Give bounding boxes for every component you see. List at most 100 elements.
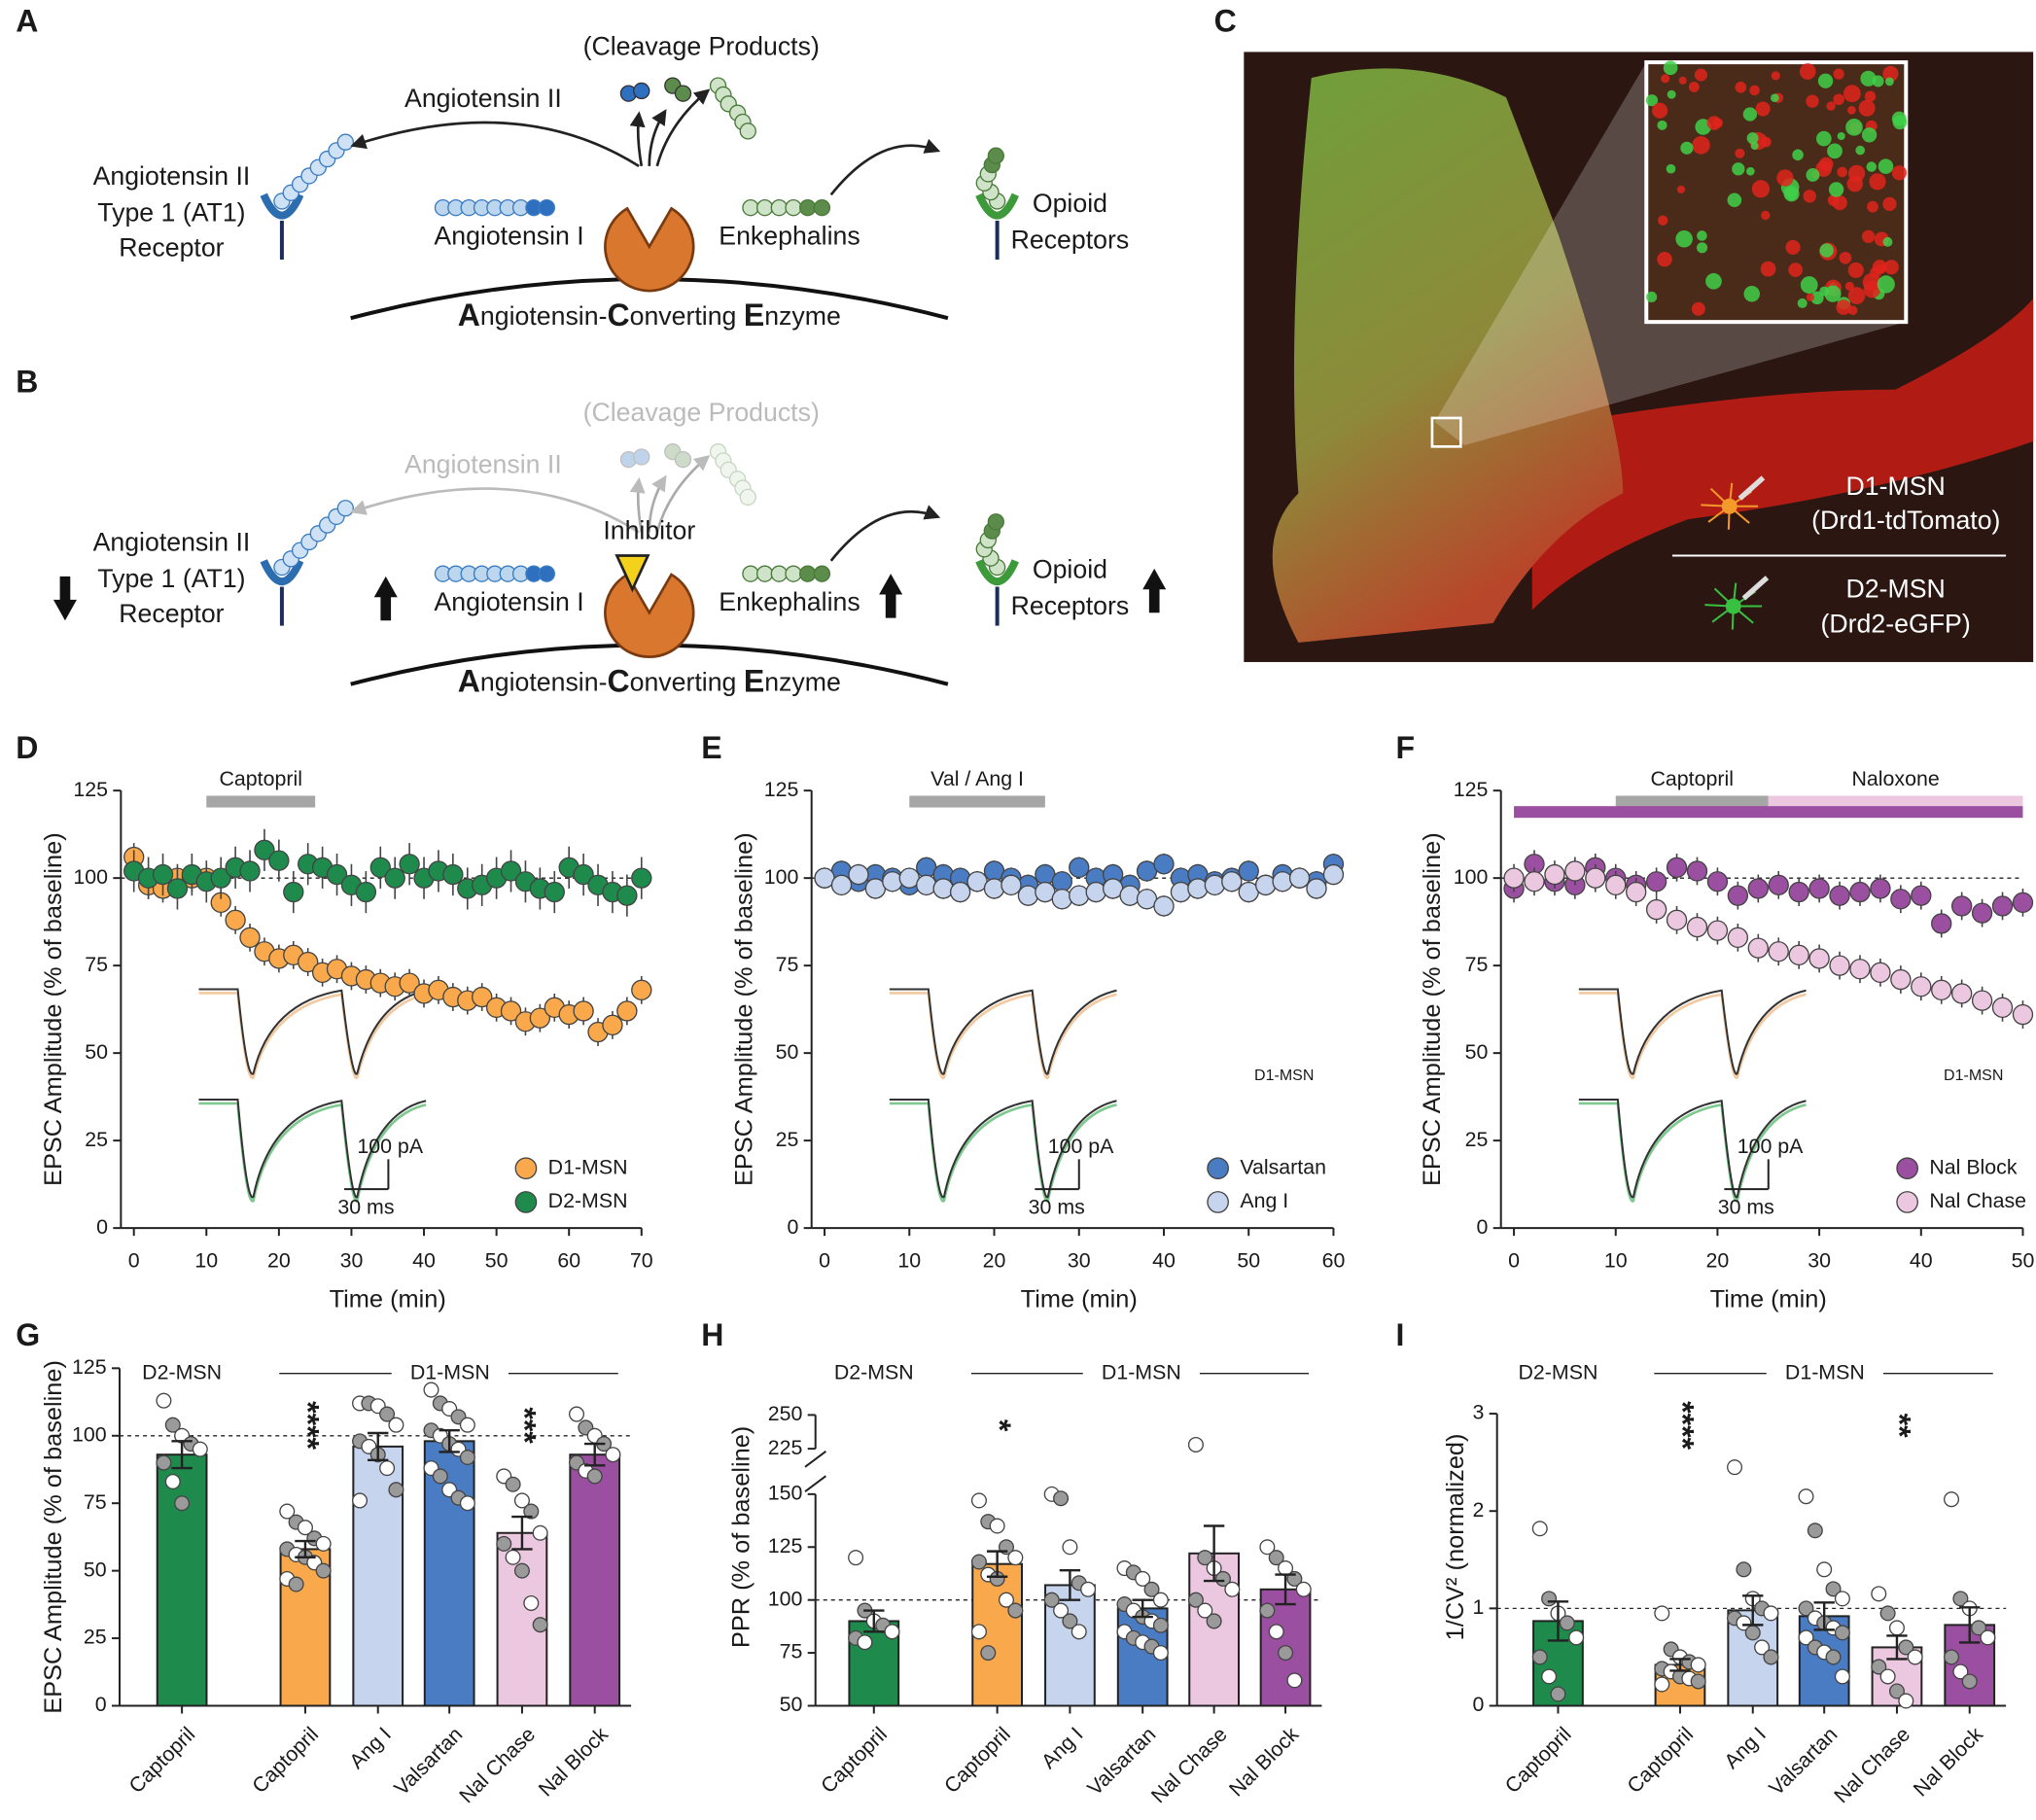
data-point [399,972,420,994]
data-point [616,1000,638,1022]
cell [1847,262,1864,278]
cell [1817,73,1834,88]
cell [1792,149,1804,161]
y-tick-label: 50 [780,1693,803,1716]
cell [1882,65,1899,82]
x-tick-label: Captopril [1623,1723,1698,1798]
x-tick-label: 0 [819,1248,830,1272]
treatment-bar [1615,795,1769,808]
data-point [1971,902,1993,924]
treatment-label: Naloxone [1851,767,1939,790]
diagram-label: Inhibitor [603,515,695,544]
data-point [1541,1668,1558,1685]
x-tick-label: Ang I [1036,1723,1087,1773]
data-point [1871,1659,1887,1675]
data-point [970,1492,987,1509]
data-point [1898,1693,1914,1709]
peptide [674,450,692,469]
data-point [1051,889,1072,910]
cell [1806,168,1820,182]
diagram-label: Angiotensin II [93,528,251,557]
data-point [1888,1683,1905,1699]
data-point [631,867,652,889]
diagram-label: Receptors [1011,591,1130,620]
group-label: D1-MSN [1785,1360,1865,1383]
data-point [1971,1620,1987,1636]
data-point [298,951,319,973]
error-bar [1132,1598,1153,1619]
data-point [1585,867,1606,889]
cell [1678,76,1687,85]
data-point [1062,1539,1078,1556]
cell [1837,131,1845,141]
data-point [1744,1625,1761,1641]
cell [1657,251,1672,267]
data-point [1747,937,1769,959]
data-point [830,874,853,896]
x-tick-label: Nal Block [534,1723,613,1802]
data-point [1214,1570,1231,1587]
data-point [279,1503,296,1520]
x-tick-label: 50 [1237,1248,1260,1272]
x-tick-label: Nal Chase [455,1723,540,1807]
enzyme-part: E [744,664,764,699]
data-point [1944,1491,1960,1508]
x-tick-label: Valsartan [1765,1723,1843,1801]
error-bar [986,1550,1008,1578]
y-axis-label: EPSC Amplitude (% of baseline) [730,832,757,1186]
data-point [1686,860,1708,882]
cell [1855,145,1866,156]
scale-label: 100 pA [1738,1135,1804,1158]
cell [1833,68,1844,80]
enzyme-part: A [458,664,480,699]
cell [1676,185,1685,193]
data-point [1153,895,1175,917]
legend-label: D2-MSN [548,1189,628,1212]
cell [1847,105,1856,115]
data-point [1187,1436,1204,1452]
x-tick-label: 0 [128,1248,140,1272]
data-point [1625,881,1647,903]
data-point [1224,1581,1241,1597]
data-point [1272,871,1293,892]
data-point [1907,1649,1923,1665]
scale-label: 30 ms [1029,1196,1085,1219]
y-tick-label: 100 [1454,865,1489,889]
y-tick-label: 50 [776,1040,799,1064]
diagram-label: Enkephalins [719,587,860,616]
panel-label: A [16,4,38,39]
y-tick-label: 125 [73,778,108,801]
x-tick-label: 20 [1706,1248,1730,1272]
cell [1864,90,1877,102]
data-point [1736,1561,1752,1578]
data-point [1153,854,1175,875]
data-point [1888,1620,1905,1636]
peptide [633,448,650,466]
data-point [268,850,290,871]
error-bar [1059,1569,1081,1601]
cell [1845,118,1863,136]
cell [1883,260,1899,275]
pipette [1741,576,1770,601]
data-point [573,863,594,886]
data-point [1911,976,1932,998]
data-point [1952,1663,1969,1680]
data-point [513,1562,530,1579]
data-point [1069,857,1090,879]
data-point [1053,1602,1070,1619]
data-point [1825,1649,1842,1665]
x-tick-label: Captopril [1500,1723,1575,1798]
data-point [1069,885,1090,906]
y-tick-label: 0 [787,1215,798,1239]
x-tick-label: Nal Chase [1830,1723,1914,1807]
data-point [1727,1459,1743,1476]
trace [198,1098,427,1199]
x-axis-label: Time (min) [1710,1286,1827,1313]
data-point [1834,1591,1850,1607]
data-point [1000,874,1022,896]
data-point [379,1460,396,1477]
data-point [1690,1657,1706,1673]
data-point [1950,983,1973,1004]
data-point [1007,1602,1024,1619]
cell [1806,293,1814,301]
